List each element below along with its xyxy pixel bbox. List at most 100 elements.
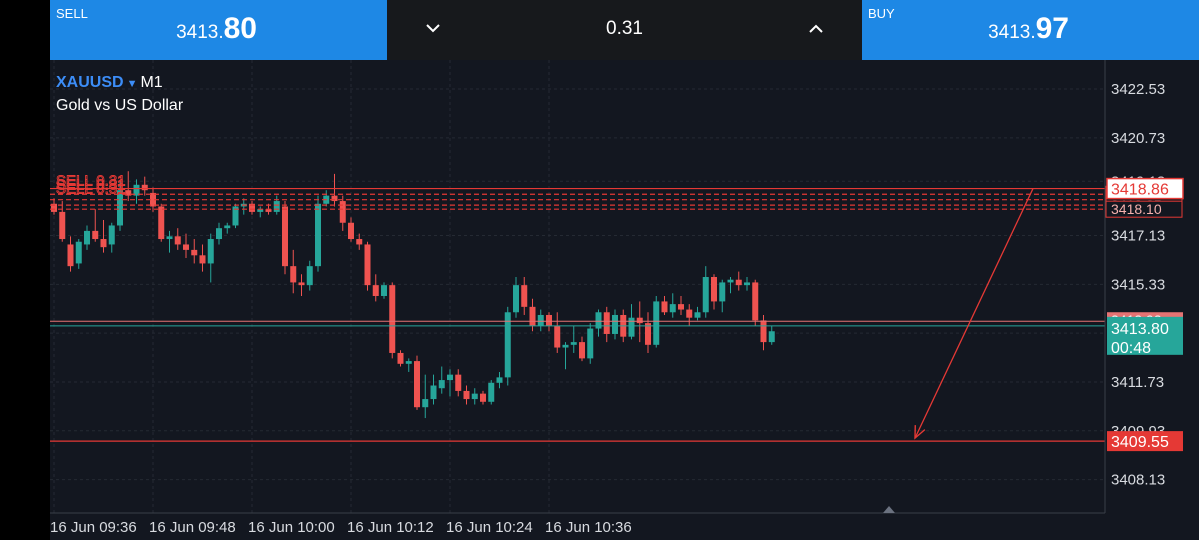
candle-body (199, 255, 206, 264)
candle-body (587, 328, 594, 359)
candle-body (661, 301, 668, 313)
symbol-description: Gold vs US Dollar (56, 97, 184, 114)
caret-down-icon[interactable]: ▼ (126, 78, 138, 90)
candle-body (125, 190, 132, 196)
candle-body (521, 285, 528, 307)
candle-body (290, 266, 297, 283)
candle-body (207, 239, 214, 264)
volume-value[interactable]: 0.31 (606, 18, 643, 39)
price-tick-label: 3408.13 (1111, 472, 1165, 489)
buy-label: BUY (868, 6, 895, 21)
candle-body (117, 190, 123, 226)
scroll-marker-icon[interactable] (883, 506, 895, 513)
candle-body (364, 244, 371, 286)
order-price-box (1106, 177, 1184, 200)
time-tick-label: 16 Jun 09:36 (50, 519, 137, 536)
candle-body (603, 312, 610, 334)
candle-body (51, 203, 57, 212)
candle-body (141, 184, 148, 191)
time-tick-label: 16 Jun 10:12 (347, 519, 434, 536)
bar-countdown: 00:48 (1111, 340, 1151, 357)
time-tick-label: 16 Jun 10:36 (545, 519, 632, 536)
chevron-up-icon (809, 24, 823, 33)
volume-control: 0.31 (387, 0, 862, 60)
buy-button[interactable]: BUY 3413.97 (862, 0, 1199, 60)
candle-body (438, 380, 445, 389)
grid (50, 60, 1105, 513)
timeframe[interactable]: M1 (140, 74, 163, 91)
candle-body (183, 244, 189, 250)
arrow-head (914, 425, 926, 440)
candle-body (133, 184, 140, 196)
candle-body (158, 206, 165, 240)
time-tick-label: 16 Jun 09:48 (149, 519, 236, 536)
candle-body (75, 241, 82, 264)
order-line-label[interactable]: SELL 0.31 (56, 180, 126, 198)
candle-body (282, 206, 288, 267)
sell-button[interactable]: SELL 3413.80 (50, 0, 387, 60)
volume-decrease-button[interactable] (418, 14, 448, 44)
candle-body (636, 317, 643, 324)
candle-body (273, 201, 280, 212)
order-price-box (1105, 200, 1183, 218)
candle-body (397, 352, 404, 364)
bid-price-box (1107, 316, 1183, 355)
candle-body (529, 306, 536, 326)
candle-body (768, 331, 775, 343)
candle-body (463, 390, 470, 400)
candle-body (678, 304, 684, 310)
candle-body (686, 309, 693, 318)
candle-body (174, 236, 181, 245)
candle-body (372, 285, 379, 296)
candle-body (249, 203, 255, 212)
price-tick-label: 3422.53 (1111, 81, 1165, 98)
candle-body (108, 225, 115, 245)
arrow-line[interactable] (914, 188, 1034, 439)
candle-body (735, 279, 742, 286)
candle-body (216, 228, 222, 240)
candle-body (727, 279, 734, 283)
price-tick-label: 3420.73 (1111, 130, 1165, 147)
candle-body (488, 382, 495, 402)
time-tick-label: 16 Jun 10:24 (446, 519, 533, 536)
symbol-selector[interactable]: XAUUSD (56, 74, 124, 91)
candle-body (315, 203, 321, 267)
time-tick-label: 16 Jun 10:00 (248, 519, 335, 536)
buy-price: 3413.97 (988, 12, 1069, 46)
price-chart[interactable]: SELL 0.31 SELL 0.31 SELL 0.31 3422.53 3420.… (50, 60, 1199, 540)
candle-body (414, 361, 420, 408)
candle-body (381, 285, 387, 296)
candle-body (447, 374, 453, 381)
price-tick-label: 3417.13 (1111, 228, 1165, 245)
candle-body (92, 230, 99, 240)
axes: 3422.533420.733419.133417.133415.333413.… (50, 60, 1199, 540)
candle-body (570, 342, 577, 345)
sell-price: 3413.80 (176, 12, 257, 46)
candle-body (265, 209, 272, 212)
candle-body (331, 195, 338, 202)
candle-body (455, 374, 462, 391)
candle-body (562, 344, 569, 348)
candle-body (405, 361, 412, 364)
order-line-label[interactable]: SELL 0.31 (56, 176, 126, 194)
candle-body (513, 285, 519, 313)
candle-body (760, 320, 767, 343)
candle-body (191, 249, 198, 256)
candle-body (298, 282, 305, 286)
target-price-box (1107, 431, 1183, 452)
candle-body (339, 201, 346, 223)
candle-body (752, 282, 759, 321)
candle-body (389, 285, 396, 353)
volume-increase-button[interactable] (801, 14, 831, 44)
order-line-label[interactable]: SELL 0.31 (56, 172, 126, 190)
candle-body (422, 399, 429, 408)
candle-body (694, 312, 701, 318)
price-axis-background (1105, 60, 1199, 540)
candle-body (84, 230, 90, 245)
candle-body (719, 282, 726, 302)
buy-price-big: 97 (1035, 12, 1069, 45)
candle-body (595, 312, 602, 329)
candle-body (711, 277, 717, 302)
candle-body (430, 385, 437, 400)
